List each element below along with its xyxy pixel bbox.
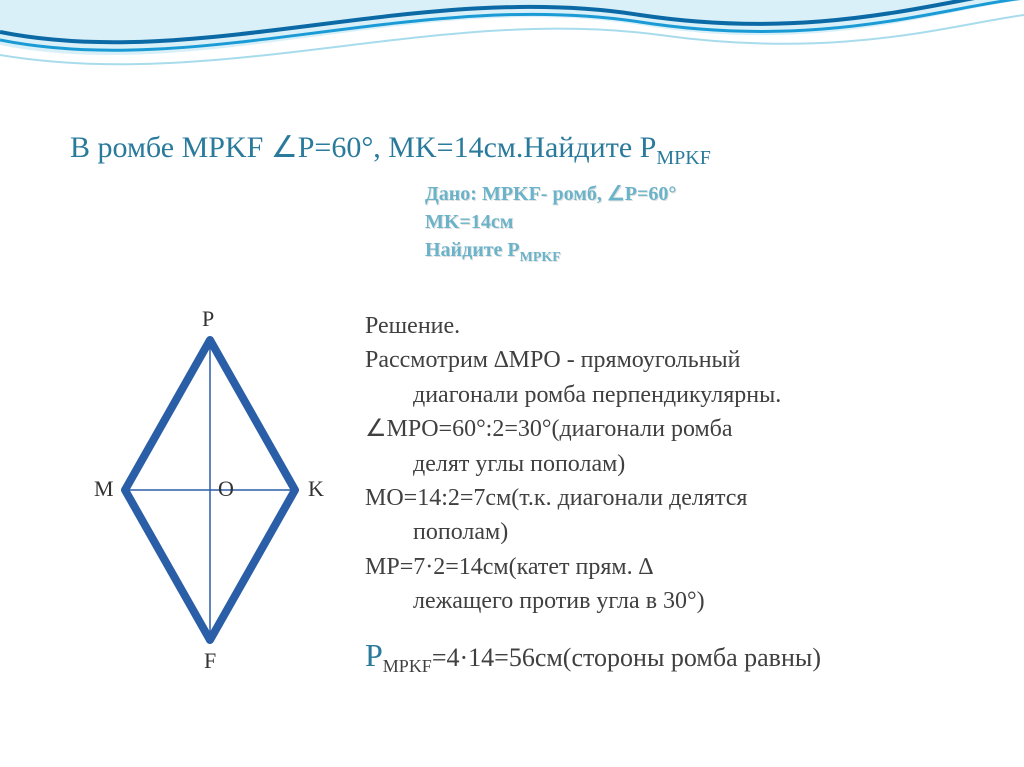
solution-l4a: MP=7·2=14см(катет прям. ∆ (365, 551, 974, 583)
solution-l2b: делят углы пополам) (365, 448, 974, 480)
title-subscript: MPKF (656, 147, 710, 169)
vertex-label-K: K (308, 476, 324, 502)
vertex-label-O: O (218, 476, 234, 502)
solution-block: Решение. Рассмотрим ∆MPO - прямоугольный… (365, 310, 974, 680)
vertex-label-F: F (204, 648, 216, 674)
solution-l1b: диагонали ромба перпендикулярны. (365, 379, 974, 411)
given-line-3: Найдите PMPKF (425, 236, 676, 268)
solution-l3a: MO=14:2=7см(т.к. диагонали делятся (365, 482, 974, 514)
title-text: В ромбе MPKF ∠P=60°, MK=14см.Найдите P (70, 131, 656, 164)
vertex-label-M: M (94, 476, 114, 502)
solution-l4b: лежащего против угла в 30°) (365, 585, 974, 617)
solution-l1a: Рассмотрим ∆MPO - прямоугольный (365, 344, 974, 376)
header-swoosh (0, 0, 1024, 120)
solution-l3b: пополам) (365, 516, 974, 548)
problem-title: В ромбе MPKF ∠P=60°, MK=14см.Найдите PMP… (70, 130, 984, 170)
solution-header: Решение. (365, 310, 974, 342)
given-block: Дано: MPKF- ромб, ∠P=60° MK=14см Найдите… (425, 180, 676, 268)
solution-l2a: ∠MPO=60°:2=30°(диагонали ромба (365, 413, 974, 445)
rhombus-diagram: P K F M O (80, 320, 340, 700)
given-line-1: Дано: MPKF- ромб, ∠P=60° (425, 180, 676, 208)
given-line-2: MK=14см (425, 208, 676, 236)
vertex-label-P: P (202, 306, 214, 332)
answer-line: PMPKF=4·14=56см(стороны ромба равны) (365, 634, 974, 678)
